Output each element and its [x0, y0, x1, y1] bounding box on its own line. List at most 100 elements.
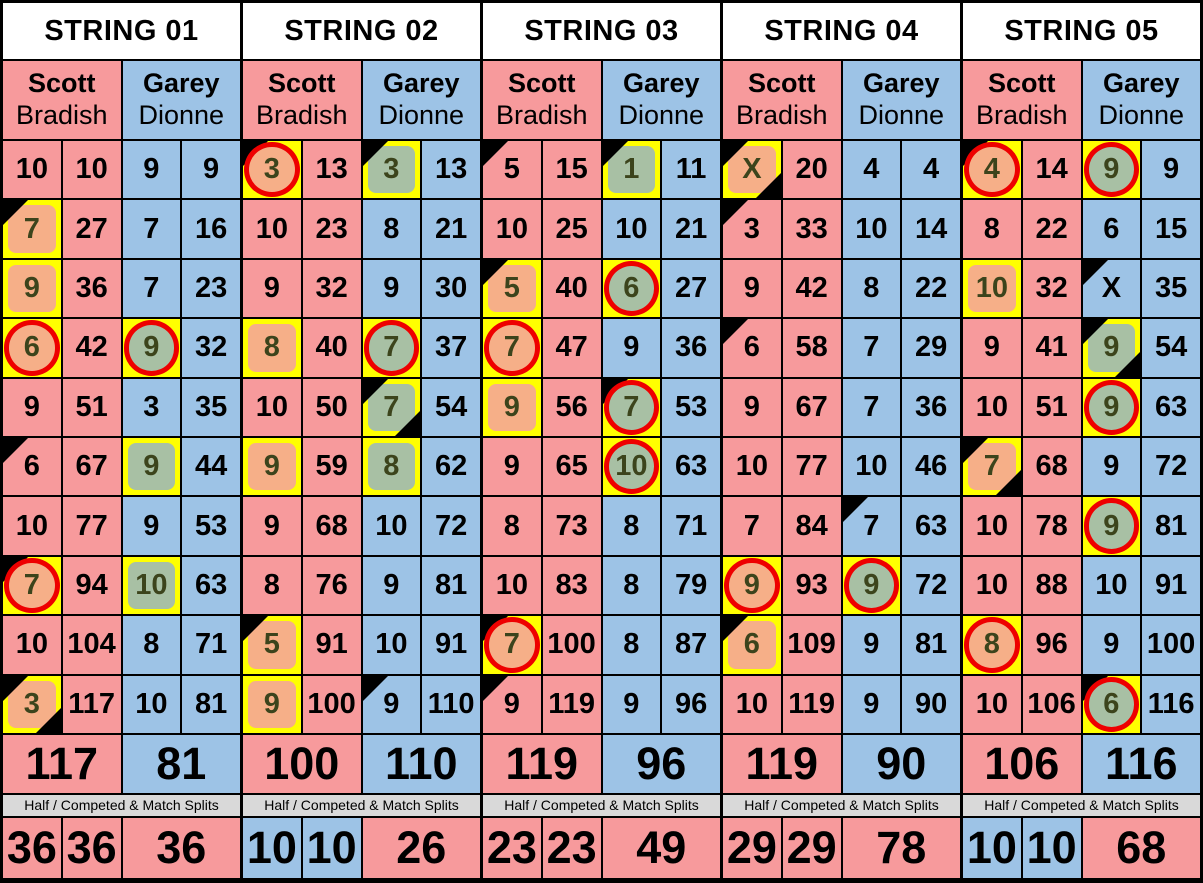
frame-cumulative-cell: 32: [302, 259, 361, 318]
split-stat-cell: 29: [782, 817, 841, 878]
frame-cumulative-cell: 100: [542, 616, 601, 674]
frame-ball-cell: 8: [602, 556, 661, 615]
frame-cumulative-cell: 29: [902, 319, 960, 377]
split-ring-icon: [603, 438, 660, 495]
string-title: STRING 04: [723, 3, 960, 59]
player-first-name: Scott: [748, 68, 816, 99]
ball-score: 10: [615, 450, 648, 483]
frame-ball-cell: 9: [1082, 378, 1141, 436]
string-section: STRING 05 Scott Bradish Garey Dionne 4 14 9 9 8 22…: [963, 3, 1200, 880]
cumulative-score: 81: [1154, 509, 1188, 542]
frame-cumulative-cell: 23: [182, 259, 240, 318]
corner-mark-top-left-icon: [723, 200, 748, 226]
frame-ball-cell: 9: [122, 319, 181, 377]
frame-ball-cell: 10: [3, 616, 61, 674]
cumulative-score: 110: [427, 687, 475, 720]
cumulative-score: 68: [315, 509, 348, 542]
cumulative-score: 35: [1154, 271, 1188, 304]
frame-cumulative-cell: 16: [182, 200, 240, 258]
split-ring-icon: [1083, 142, 1140, 198]
cumulative-score: 42: [795, 271, 828, 304]
frame-ball-cell: 5: [483, 259, 541, 318]
ball-score: 10: [15, 628, 48, 661]
frame-ball-cell: 9: [1082, 437, 1141, 496]
frame-cumulative-cell: 47: [542, 319, 601, 377]
frame-ball-cell: 9: [1082, 141, 1141, 199]
splits-divider-label: Half / Competed & Match Splits: [963, 794, 1200, 816]
frame-ball-cell: 10: [723, 675, 781, 733]
ball-score: 7: [863, 331, 880, 364]
ball-score: 3: [743, 212, 760, 245]
string-total-cell: 96: [602, 734, 720, 793]
spare-box-highlight: [968, 264, 1016, 313]
frame-ball-cell: 9: [1082, 616, 1141, 674]
ball-score: 7: [863, 509, 880, 542]
cumulative-score: 42: [75, 331, 108, 364]
string-total-cell: 119: [723, 734, 841, 793]
string-total-cell: 106: [963, 734, 1081, 793]
ball-score: 10: [735, 687, 768, 720]
player-last-name: Bradish: [735, 100, 828, 130]
split-ring-icon: [4, 557, 60, 614]
split-stat-cell: 36: [3, 817, 61, 878]
frame-ball-cell: 7: [3, 200, 61, 258]
cumulative-score: 29: [914, 331, 948, 364]
ball-score: 8: [623, 568, 640, 601]
string-section: STRING 03 Scott Bradish Garey Dionne 5 15 1 11 10…: [483, 3, 720, 880]
frame-ball-cell: 6: [723, 319, 781, 377]
player-last-name: Dionne: [618, 100, 705, 130]
ball-score: 7: [23, 212, 40, 245]
corner-mark-top-left-icon: [1082, 319, 1108, 345]
cumulative-score: 36: [674, 331, 708, 364]
corner-mark-top-left-icon: [723, 616, 748, 642]
player-name-cell: Garey Dionne: [362, 61, 480, 139]
frame-cumulative-cell: 63: [182, 556, 240, 615]
frame-cumulative-cell: 35: [182, 378, 240, 436]
split-stat-value: 29: [786, 821, 837, 873]
string-title: STRING 02: [243, 3, 480, 59]
spare-box-highlight: [248, 324, 296, 372]
cumulative-score: 93: [795, 568, 828, 601]
cumulative-score: 88: [1035, 568, 1068, 601]
frame-cumulative-cell: 72: [902, 556, 960, 615]
frame-ball-cell: 9: [3, 378, 61, 436]
ball-score: 9: [863, 687, 880, 720]
ball-score: 6: [743, 628, 760, 661]
ball-score: 10: [495, 568, 528, 601]
frame-cumulative-cell: 46: [902, 437, 960, 496]
player-last-name: Dionne: [1098, 100, 1185, 130]
split-ring-icon: [484, 320, 540, 376]
ball-score: 7: [623, 390, 640, 423]
player-name-cell: Scott Bradish: [3, 61, 121, 139]
frame-ball-cell: 5: [483, 141, 541, 199]
spare-box-highlight: [8, 264, 56, 313]
cumulative-score: 27: [75, 212, 108, 245]
ball-score: 4: [983, 153, 1000, 186]
frame-cumulative-cell: 71: [182, 616, 240, 674]
cumulative-score: 100: [1146, 628, 1196, 661]
ball-score: 9: [143, 153, 160, 186]
cumulative-score: 13: [315, 153, 348, 186]
ball-score: 9: [503, 390, 520, 423]
frame-ball-cell: 10: [122, 675, 181, 733]
frame-cumulative-cell: 42: [62, 319, 121, 377]
cumulative-score: 54: [1154, 331, 1188, 364]
cumulative-score: 68: [1035, 450, 1068, 483]
frame-ball-cell: 9: [483, 378, 541, 436]
frame-ball-cell: 9: [1082, 319, 1141, 377]
ball-score: 10: [855, 450, 888, 483]
string-title: STRING 03: [483, 3, 720, 59]
ball-score: 10: [975, 390, 1008, 423]
frame-ball-cell: 10: [963, 497, 1021, 555]
cumulative-score: 47: [555, 331, 588, 364]
frame-ball-cell: 10: [243, 378, 301, 436]
cumulative-score: 40: [315, 331, 348, 364]
ball-score: 10: [495, 212, 528, 245]
player-first-name: Scott: [28, 68, 96, 99]
player-first-name: Scott: [268, 68, 336, 99]
frame-cumulative-cell: 62: [422, 437, 480, 496]
player-name-cell: Garey Dionne: [122, 61, 240, 139]
cumulative-score: 50: [315, 390, 348, 423]
frame-cumulative-cell: 41: [1022, 319, 1081, 377]
frame-cumulative-cell: 51: [62, 378, 121, 436]
